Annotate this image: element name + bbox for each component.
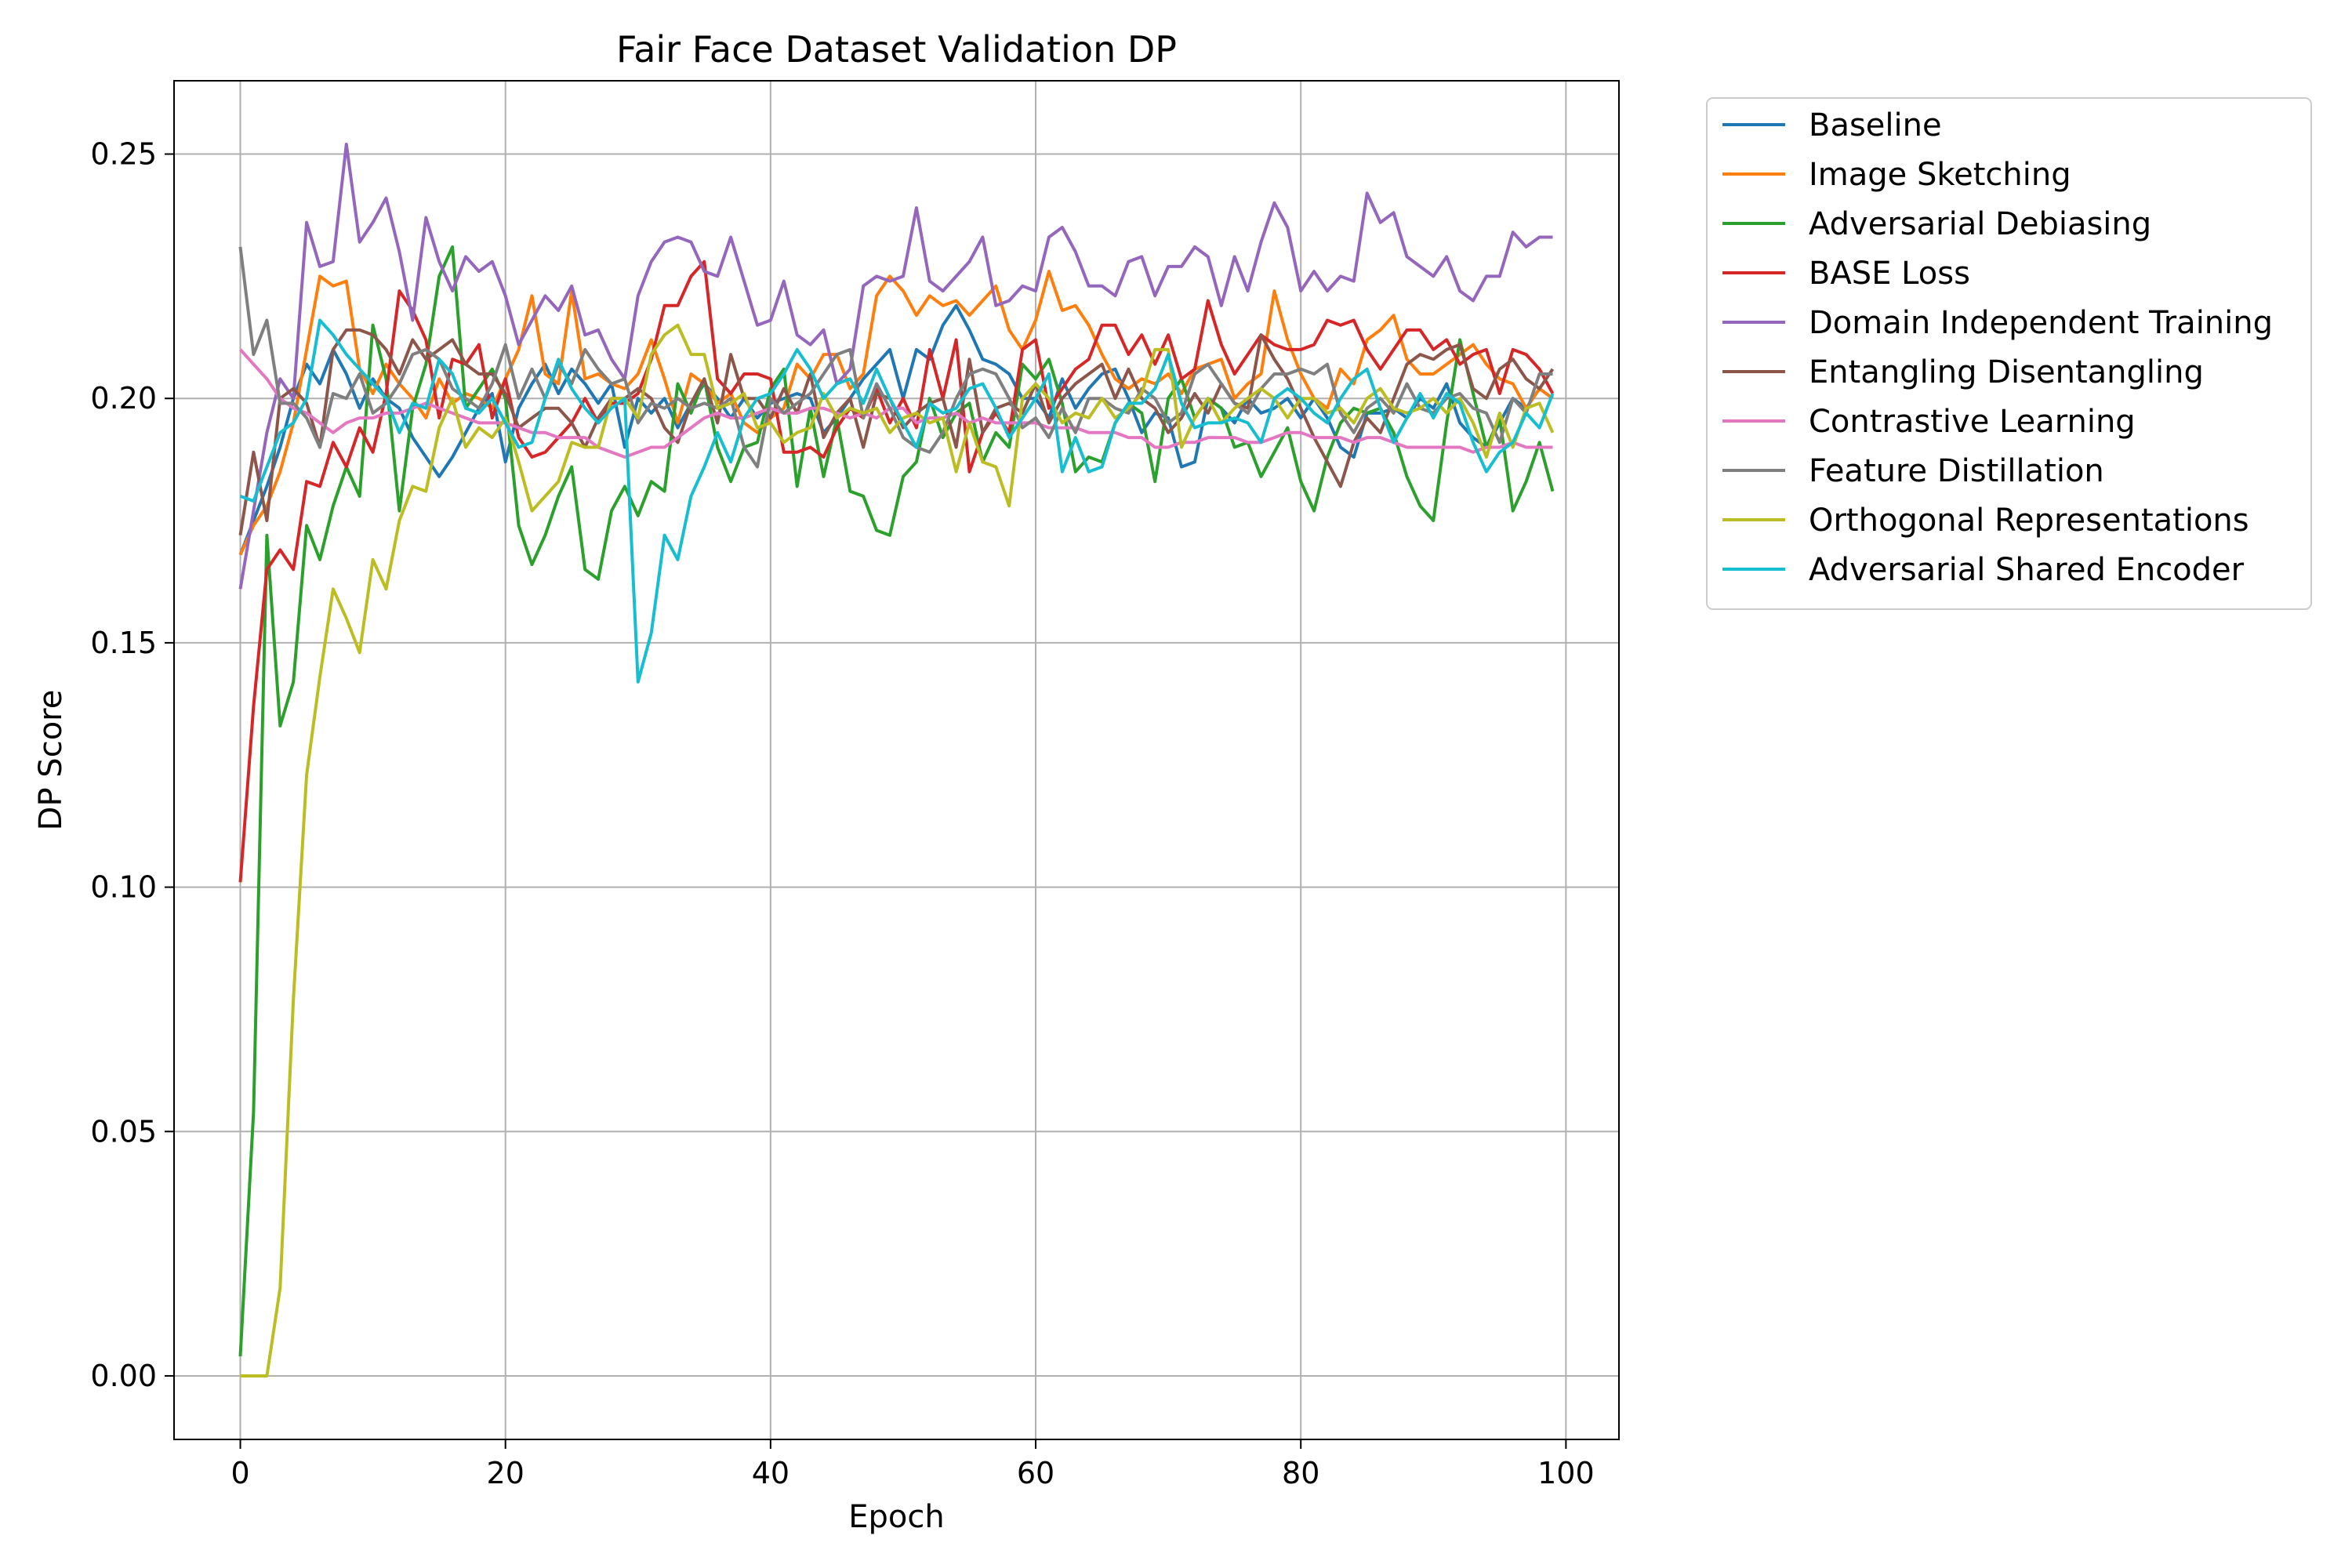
series-line-adversarial-shared-encoder bbox=[239, 318, 1555, 684]
legend-label-image-sketching: Image Sketching bbox=[1809, 157, 2071, 193]
series-line-domain-independent-training bbox=[238, 143, 1553, 590]
series-lines bbox=[238, 143, 1555, 1377]
x-tick-label: 60 bbox=[1017, 1456, 1054, 1490]
y-tick-label: 0.10 bbox=[90, 870, 157, 905]
y-tick-label: 0.15 bbox=[90, 626, 157, 660]
legend-label-domain-independent-training: Domain Independent Training bbox=[1809, 305, 2273, 341]
legend-label-base-loss: BASE Loss bbox=[1809, 256, 1970, 292]
y-tick-label: 0.00 bbox=[90, 1359, 157, 1393]
series-line-baseline bbox=[238, 303, 1554, 556]
series-line-adversarial-debiasing bbox=[238, 245, 1555, 1357]
legend-label-baseline: Baseline bbox=[1809, 107, 1942, 143]
legend-label-entangling-disentangling: Entangling Disentangling bbox=[1809, 354, 2204, 390]
legend-frame bbox=[1706, 97, 2312, 610]
x-tick-label: 80 bbox=[1282, 1456, 1319, 1490]
axis-ticks: 0 20 40 60 80 100 0.00 0.05 0.10 0.15 0.20 0.25 bbox=[90, 137, 1594, 1490]
legend-label-adversarial-debiasing: Adversarial Debiasing bbox=[1809, 206, 2151, 242]
x-axis-label: Epoch bbox=[848, 1499, 944, 1535]
plot-area-frame bbox=[173, 80, 1620, 1440]
chart-title: Fair Face Dataset Validation DP bbox=[616, 28, 1177, 71]
y-tick-label: 0.05 bbox=[90, 1114, 157, 1149]
x-tick-label: 40 bbox=[752, 1456, 789, 1490]
legend-label-adversarial-shared-encoder: Adversarial Shared Encoder bbox=[1809, 552, 2245, 588]
y-axis-label: DP Score bbox=[33, 690, 69, 831]
y-tick-label: 0.20 bbox=[90, 381, 157, 416]
legend-label-orthogonal-representations: Orthogonal Representations bbox=[1809, 503, 2249, 539]
legend: Baseline Image Sketching Adversarial Debia… bbox=[1706, 97, 2312, 610]
y-tick-label: 0.25 bbox=[90, 137, 157, 172]
x-tick-label: 100 bbox=[1537, 1456, 1595, 1490]
legend-label-feature-distillation: Feature Distillation bbox=[1809, 453, 2104, 489]
x-tick-label: 0 bbox=[230, 1456, 249, 1490]
x-tick-label: 20 bbox=[487, 1456, 524, 1490]
legend-label-contrastive-learning: Contrastive Learning bbox=[1809, 404, 2136, 440]
